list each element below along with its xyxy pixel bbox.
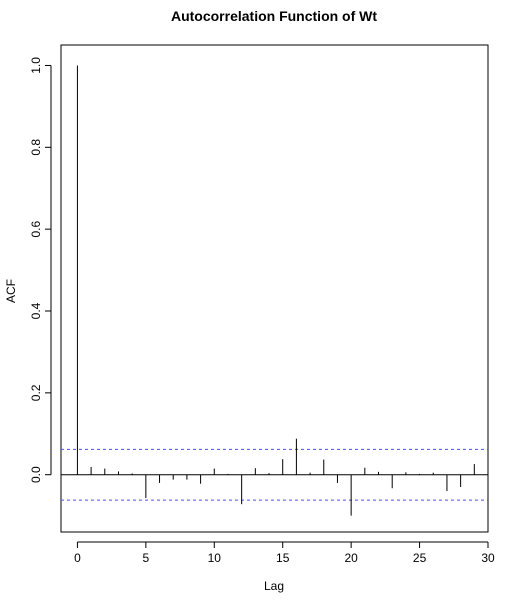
- y-tick-label: 1.0: [29, 57, 43, 74]
- x-tick-label: 15: [276, 551, 290, 565]
- chart-title: Autocorrelation Function of Wt: [171, 8, 377, 24]
- plot-frame: [60, 44, 489, 533]
- x-tick-label: 10: [208, 551, 222, 565]
- y-tick-label: 0.6: [29, 220, 43, 237]
- x-tick-label: 30: [481, 551, 495, 565]
- acf-bars: [61, 65, 488, 516]
- y-tick-label: 0.8: [29, 139, 43, 156]
- x-axis-label: Lag: [264, 579, 284, 593]
- y-tick-label: 0.0: [29, 466, 43, 483]
- y-axis-label: ACF: [4, 279, 18, 303]
- x-tick-label: 5: [143, 551, 150, 565]
- axes: 0 5 10 15 20 25 30 0.0 0.2 0.4 0.6 0.8 1.0: [29, 57, 495, 565]
- y-tick-label: 0.4: [29, 302, 43, 319]
- x-tick-label: 0: [74, 551, 81, 565]
- y-tick-label: 0.2: [29, 384, 43, 401]
- x-tick-label: 20: [344, 551, 358, 565]
- x-tick-label: 25: [413, 551, 427, 565]
- confidence-bounds: [61, 448, 488, 501]
